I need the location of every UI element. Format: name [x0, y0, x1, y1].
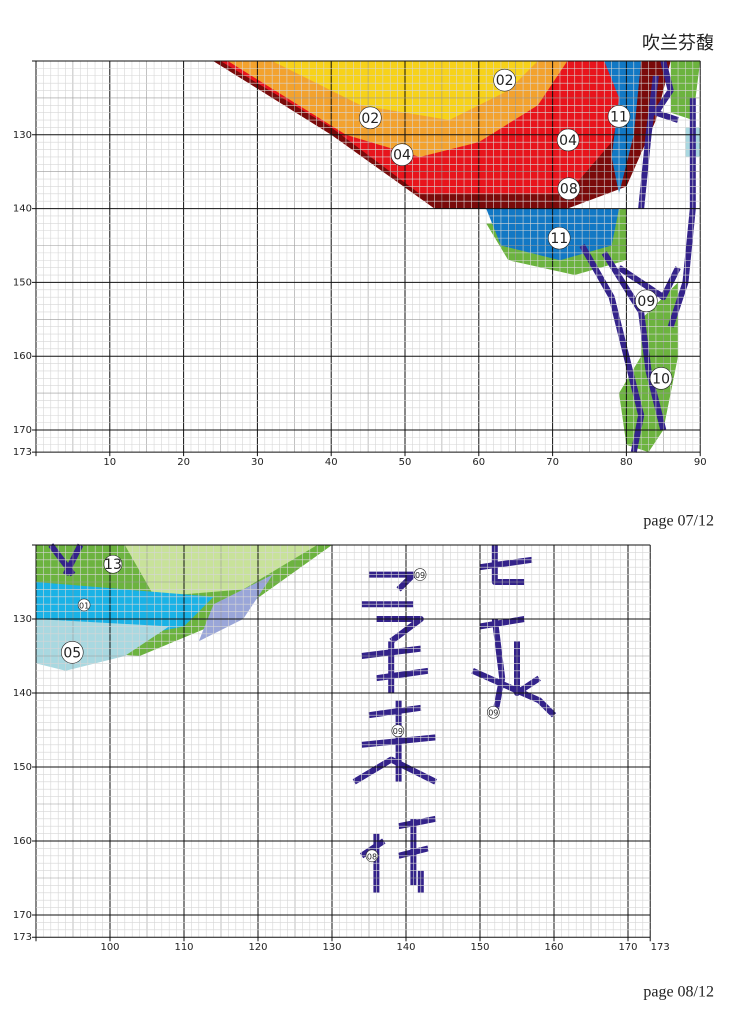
x-tick-label: 70 — [546, 457, 559, 468]
y-tick-label: 140 — [13, 688, 32, 699]
x-tick-label: 90 — [694, 457, 707, 468]
backstitch — [398, 815, 437, 830]
symbol-label: 01 — [79, 601, 89, 610]
symbol-label: 11 — [550, 231, 568, 247]
y-tick-label: 160 — [13, 836, 32, 847]
symbol-label: 04 — [559, 133, 577, 149]
symbol-marker — [635, 289, 658, 313]
y-tick-label: 150 — [13, 277, 32, 288]
backstitch — [375, 667, 429, 682]
x-tick-label: 60 — [472, 457, 485, 468]
y-tick-label: 170 — [13, 910, 32, 921]
symbol-label: 02 — [361, 111, 379, 127]
x-tick-label: 100 — [100, 942, 119, 953]
symbol-marker — [77, 598, 91, 612]
symbol-label: 02 — [496, 73, 514, 89]
symbol-marker — [391, 724, 405, 738]
symbol-marker — [103, 554, 123, 574]
symbol-marker — [359, 106, 382, 130]
y-tick-label: 130 — [13, 614, 32, 625]
symbol-label: 05 — [63, 645, 81, 661]
symbol-marker — [365, 849, 379, 863]
x-tick-label: 160 — [544, 942, 563, 953]
x-tick-label: 50 — [399, 457, 412, 468]
x-tick-label: 40 — [325, 457, 338, 468]
symbol-label: 09 — [488, 709, 498, 718]
y-tick-label: 173 — [13, 447, 32, 458]
y-tick-label: 140 — [13, 204, 32, 215]
x-tick-label: 20 — [177, 457, 190, 468]
symbol-marker — [607, 105, 631, 128]
symbol-label: 09 — [637, 294, 655, 310]
y-tick-label: 160 — [13, 351, 32, 362]
x-tick-label: 30 — [251, 457, 264, 468]
symbol-label: 09 — [393, 727, 403, 736]
x-tick-label: 170 — [618, 942, 637, 953]
symbol-label: 04 — [393, 148, 411, 164]
x-tick-label: 173 — [651, 942, 670, 953]
page-title: 吹兰芬馥 — [642, 33, 714, 54]
symbol-marker — [60, 640, 84, 664]
x-tick-label: 140 — [396, 942, 415, 953]
y-tick-label: 170 — [13, 425, 32, 436]
x-tick-label: 10 — [103, 457, 116, 468]
x-tick-label: 80 — [620, 457, 633, 468]
symbol-marker — [547, 226, 571, 250]
page-label: page 08/12 — [643, 984, 714, 1001]
y-tick-label: 130 — [13, 130, 32, 141]
symbol-label: 08 — [560, 182, 578, 198]
symbol-label: 09 — [415, 571, 425, 580]
symbol-label: 13 — [104, 557, 122, 573]
backstitch — [368, 704, 422, 719]
symbol-marker — [649, 367, 673, 390]
y-tick-label: 150 — [13, 762, 32, 773]
x-tick-label: 150 — [470, 942, 489, 953]
symbol-label: 11 — [610, 109, 628, 125]
symbol-marker — [390, 143, 414, 167]
backstitch — [479, 556, 533, 571]
y-tick-label: 173 — [13, 932, 32, 943]
symbol-marker — [413, 568, 427, 581]
x-tick-label: 120 — [248, 942, 267, 953]
x-tick-label: 130 — [322, 942, 341, 953]
x-tick-label: 110 — [174, 942, 193, 953]
symbol-marker — [557, 177, 581, 200]
page-label: page 07/12 — [643, 513, 714, 530]
symbol-marker — [493, 68, 516, 92]
symbol-marker — [556, 128, 580, 152]
symbol-label: 08 — [367, 852, 377, 861]
symbol-marker — [487, 705, 500, 719]
symbol-label: 10 — [652, 371, 670, 387]
